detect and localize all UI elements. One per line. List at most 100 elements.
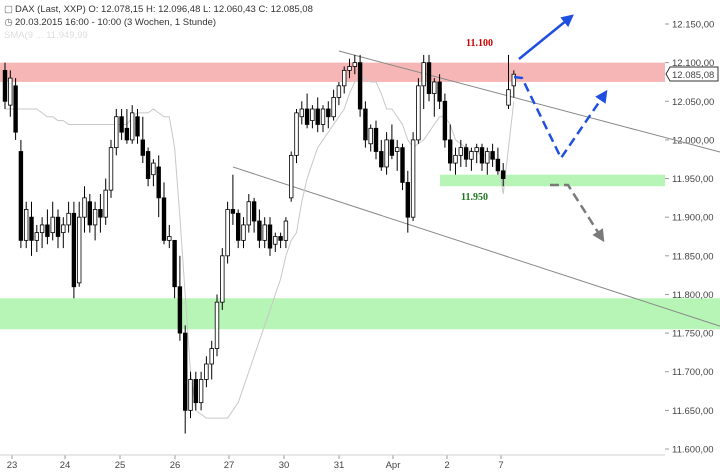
candle-body [463,147,469,160]
y-tick-label: 12.000,00 [672,135,714,146]
support-label: 11.950 [461,192,488,203]
candle-body [87,201,92,226]
candle-body [108,147,114,191]
y-tick-label: 11.850,00 [672,251,714,262]
y-tick-label: 11.600,00 [672,445,714,456]
candle-body [235,212,241,241]
candle-body [299,108,304,118]
candle-body [29,216,34,241]
candle-body [246,201,251,226]
candle-body [172,239,177,288]
candle-body [209,348,214,365]
x-tick-label: 7 [498,460,503,471]
candle-body [357,62,363,110]
x-tick-label: 25 [115,460,126,471]
candle-body [8,77,13,106]
candle-body [156,166,161,199]
candle-body [177,286,183,334]
candle-body [71,212,77,288]
candle-body [432,81,437,94]
candle-body [341,69,347,87]
candle-body [331,97,336,118]
candle-body [511,73,516,87]
candle-body [474,147,479,152]
x-tick-label: 23 [7,460,18,471]
candle-body [114,116,119,149]
price-zone-2 [0,298,720,330]
candle-body [442,100,448,141]
y-tick-label: 11.900,00 [672,213,714,224]
candle-body [506,89,511,106]
candle-body [320,108,326,125]
y-tick-label: 12.100,00 [672,58,714,69]
candle-body [92,209,98,226]
candle-body [347,66,352,71]
candle-body [426,62,432,94]
candle-body [389,139,395,156]
candle-body [458,147,463,156]
candle-body [45,224,50,237]
candle-body [214,301,220,349]
price-zone-0 [0,62,665,82]
candle-body [373,127,379,152]
candle-body [13,85,18,133]
timeframe-header: ◷ 20.03.2015 16:00 - 10:00 (3 Wochen, 1 S… [4,17,216,28]
y-tick-label: 11.700,00 [672,367,714,378]
candle-body [50,216,55,234]
candle-body [363,108,368,141]
candle-body [304,108,310,125]
y-tick-label: 11.800,00 [672,290,714,301]
candle-body [251,201,257,222]
y-tick-label: 11.950,00 [672,174,714,185]
candle-body [453,154,458,164]
candle-body [82,197,87,218]
candle-body [188,379,193,411]
sma-header: SMA(9 ... 11.949,99 [4,30,88,41]
clock-icon: ◷ [4,17,13,28]
sma-text: SMA(9 ... 11.949,99 [4,30,88,41]
candle-body [77,216,82,284]
candle-body [124,127,130,141]
settings-dot-icon: ▢ [4,4,13,15]
candle-body [326,108,331,118]
candle-body [310,108,315,121]
x-tick-label: 27 [224,460,235,471]
candle-body [23,209,29,241]
candle-body [447,139,453,164]
candle-body [479,147,485,164]
candle-body [151,162,156,176]
candle-body [379,151,384,168]
candle-body [204,363,209,380]
bear-scenario-path [550,183,605,243]
candle-body [283,220,289,241]
candle-body [273,236,278,245]
x-tick-label: 2 [444,460,449,471]
timeframe-text: 20.03.2015 16:00 - 10:00 (3 Wochen, 1 St… [15,17,217,28]
candle-body [288,154,294,199]
candle-body [400,147,405,183]
x-tick-label: 26 [170,460,181,471]
current-price-value: 12.085,08 [672,70,714,81]
candle-body [167,236,172,241]
price-zone-1 [440,174,665,187]
x-tick-label: 30 [279,460,290,471]
candle-body [198,379,204,404]
candle-body [437,81,442,102]
candle-body [394,147,400,152]
candle-body [257,220,262,241]
x-tick-label: 31 [334,460,345,471]
candle-body [336,85,342,98]
candle-body [140,139,145,156]
candle-body [500,170,506,179]
trendline [338,50,720,153]
candle-body [220,255,225,303]
candle-body [368,127,373,145]
candle-body [98,209,103,218]
x-tick-label: 24 [60,460,71,471]
sma-line [5,77,515,419]
trendline [232,166,720,327]
candle-body [384,139,389,168]
candle-body [18,151,24,241]
candle-body [119,116,124,133]
